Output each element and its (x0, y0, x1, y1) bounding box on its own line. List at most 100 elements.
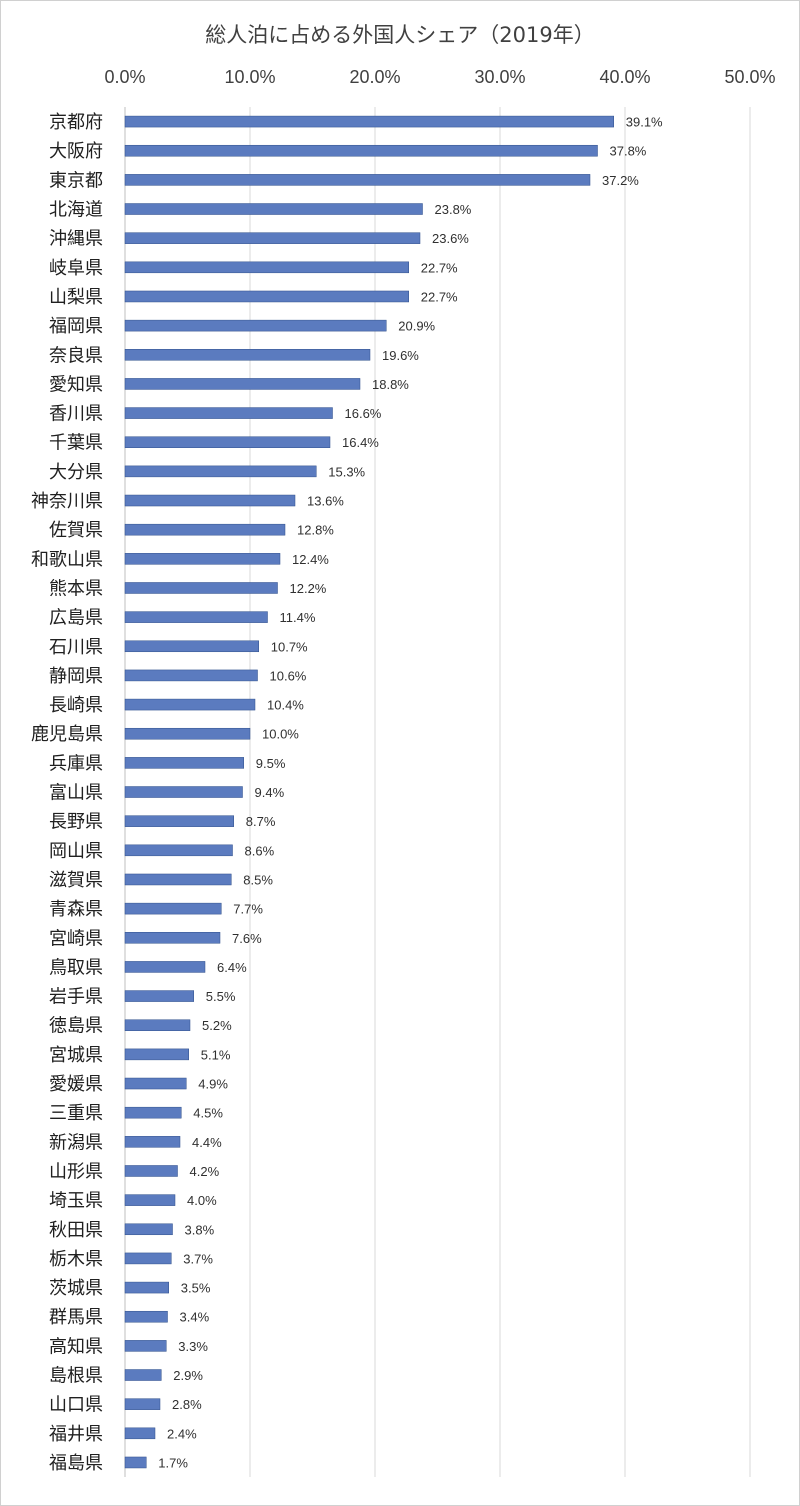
data-label: 4.4% (192, 1135, 222, 1150)
data-label: 22.7% (421, 289, 458, 304)
bar (124, 1106, 182, 1119)
data-label: 10.6% (270, 668, 307, 683)
bar (124, 640, 259, 653)
data-label: 37.8% (610, 144, 647, 159)
data-label: 8.7% (246, 814, 276, 829)
category-label: 熊本県 (49, 578, 103, 599)
x-axis-ticks: 0.0% 10.0% 20.0% 30.0% 40.0% 50.0% (104, 67, 775, 87)
x-tick-label: 0.0% (104, 67, 145, 87)
data-label: 4.0% (187, 1193, 217, 1208)
data-label: 23.8% (435, 202, 472, 217)
category-label: 滋賀県 (49, 870, 103, 891)
bar (124, 1340, 167, 1352)
bar (124, 319, 387, 332)
data-label: 15.3% (328, 464, 365, 479)
category-label: 福井県 (49, 1424, 103, 1445)
x-tick-label: 20.0% (349, 67, 400, 87)
category-label: 佐賀県 (49, 520, 103, 541)
data-label: 8.5% (243, 872, 273, 887)
bar (124, 174, 591, 186)
bar (124, 203, 423, 215)
data-label: 10.0% (262, 727, 299, 742)
bar (124, 873, 232, 886)
category-label: 福島県 (49, 1453, 103, 1474)
bar (124, 232, 421, 244)
data-label: 5.5% (206, 989, 236, 1004)
bar (124, 961, 206, 973)
bar (124, 1398, 161, 1410)
category-label: 長崎県 (49, 695, 103, 716)
bar (124, 465, 317, 478)
data-label: 13.6% (307, 494, 344, 509)
bar (124, 582, 278, 594)
data-label: 3.7% (183, 1251, 213, 1266)
bar (124, 1281, 169, 1294)
category-label: 宮崎県 (49, 928, 103, 949)
bar (124, 1456, 147, 1469)
bar (124, 349, 371, 361)
category-label: 長野県 (49, 812, 103, 833)
category-label: 山口県 (49, 1395, 103, 1416)
data-label: 12.8% (297, 523, 334, 538)
data-label: 39.1% (626, 115, 663, 130)
category-label: 三重県 (49, 1103, 103, 1124)
data-label: 7.7% (233, 902, 263, 917)
category-label: 高知県 (49, 1336, 103, 1357)
data-label: 6.4% (217, 960, 247, 975)
data-label: 7.6% (232, 931, 262, 946)
category-label: 島根県 (49, 1366, 103, 1387)
category-labels: 京都府大阪府東京都北海道沖縄県岐阜県山梨県福岡県奈良県愛知県香川県千葉県大分県神… (31, 112, 103, 1474)
data-label: 4.2% (190, 1164, 220, 1179)
bar (124, 1369, 162, 1381)
bar (124, 932, 221, 944)
bar (124, 757, 244, 769)
bar (124, 523, 286, 536)
category-label: 岐阜県 (49, 258, 103, 279)
category-label: 群馬県 (49, 1307, 103, 1328)
category-label: 京都府 (49, 112, 103, 133)
data-label: 4.5% (193, 1106, 223, 1121)
category-label: 山梨県 (49, 287, 103, 308)
category-label: 富山県 (49, 783, 103, 804)
category-label: 栃木県 (49, 1249, 103, 1270)
data-label: 10.7% (271, 639, 308, 654)
bar (124, 727, 251, 740)
data-label: 8.6% (245, 843, 275, 858)
data-label: 22.7% (421, 260, 458, 275)
bar (124, 1223, 173, 1236)
category-label: 大分県 (49, 462, 103, 483)
bar (124, 698, 256, 711)
x-tick-label: 50.0% (724, 67, 775, 87)
x-tick-label: 40.0% (599, 67, 650, 87)
bar (124, 1019, 191, 1031)
category-label: 石川県 (49, 637, 103, 658)
category-label: 岡山県 (49, 841, 103, 862)
bar (124, 902, 222, 915)
bar (124, 786, 243, 798)
bar (124, 1252, 172, 1265)
x-tick-label: 30.0% (474, 67, 525, 87)
category-label: 徳島県 (49, 1016, 103, 1037)
category-label: 茨城県 (49, 1278, 103, 1299)
bar (124, 1165, 178, 1177)
category-label: 福岡県 (49, 316, 103, 337)
category-label: 東京都 (49, 170, 103, 191)
bar (124, 1048, 189, 1061)
bar (124, 1310, 168, 1323)
x-tick-label: 10.0% (224, 67, 275, 87)
data-label: 10.4% (267, 698, 304, 713)
category-label: 神奈川県 (31, 491, 103, 512)
data-label: 12.2% (290, 581, 327, 596)
category-label: 静岡県 (49, 666, 103, 687)
data-label: 2.9% (173, 1368, 203, 1383)
data-labels: 39.1% 37.8% 37.2% 23.8% 23.6% 22.7% 22.7% 20.9%… (158, 115, 663, 1471)
data-label: 23.6% (432, 231, 469, 246)
bar (124, 553, 281, 565)
category-label: 奈良県 (49, 345, 103, 366)
data-label: 3.4% (180, 1310, 210, 1325)
data-label: 2.8% (172, 1397, 202, 1412)
bar (124, 1194, 176, 1206)
category-label: 埼玉県 (49, 1191, 103, 1212)
category-label: 鳥取県 (49, 957, 103, 978)
bar (124, 669, 258, 682)
